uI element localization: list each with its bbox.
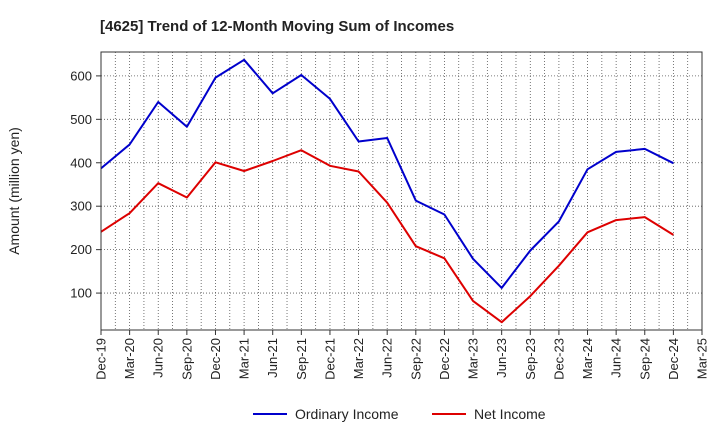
x-tick-label: Mar-21: [237, 338, 252, 379]
legend-label-net-income: Net Income: [474, 406, 546, 422]
x-tick-label: Dec-20: [208, 338, 223, 380]
x-tick-label: Jun-23: [494, 338, 509, 378]
x-tick-label: Dec-24: [666, 338, 681, 380]
y-tick-label: 400: [70, 155, 92, 170]
x-tick-label: Jun-22: [380, 338, 395, 378]
x-tick-label: Mar-23: [466, 338, 481, 379]
x-tick-label: Mar-25: [695, 338, 710, 379]
y-axis-label: Amount (million yen): [6, 127, 22, 255]
plot-frame: [100, 51, 703, 331]
x-tick-label: Sep-22: [408, 338, 423, 380]
y-tick-label: 600: [70, 68, 92, 83]
legend-label-ordinary-income: Ordinary Income: [295, 406, 399, 422]
x-tick-label: Sep-24: [637, 338, 652, 380]
x-tick-label: Dec-23: [551, 338, 566, 380]
y-tick-label: 300: [70, 199, 92, 214]
x-tick-label: Dec-22: [437, 338, 452, 380]
x-tick-label: Jun-24: [609, 338, 624, 378]
x-tick-label: Jun-21: [265, 338, 280, 378]
chart-title: [4625] Trend of 12-Month Moving Sum of I…: [100, 18, 454, 35]
legend: Ordinary Income Net Income: [253, 406, 546, 422]
y-tick-label: 100: [70, 286, 92, 301]
x-tick-label: Mar-22: [351, 338, 366, 379]
x-tick-label: Jun-20: [151, 338, 166, 378]
y-tick-label: 200: [70, 242, 92, 257]
x-tick-label: Sep-23: [523, 338, 538, 380]
x-tick-label: Sep-20: [179, 338, 194, 380]
y-tick-label: 500: [70, 112, 92, 127]
grid: [100, 52, 703, 330]
x-tick-label: Mar-24: [580, 338, 595, 379]
axes: 100 200 300 400 500 600 Dec-19 Mar-20 Jun-20 Sep-…: [70, 51, 710, 380]
x-tick-label: Dec-21: [322, 338, 337, 380]
series-line-ordinary-income: [100, 58, 674, 289]
series-line-net-income: [100, 149, 674, 324]
x-tick-label: Sep-21: [294, 338, 309, 380]
x-tick-label: Dec-19: [94, 338, 109, 380]
series-layer: [100, 58, 674, 324]
x-tick-label: Mar-20: [122, 338, 137, 379]
